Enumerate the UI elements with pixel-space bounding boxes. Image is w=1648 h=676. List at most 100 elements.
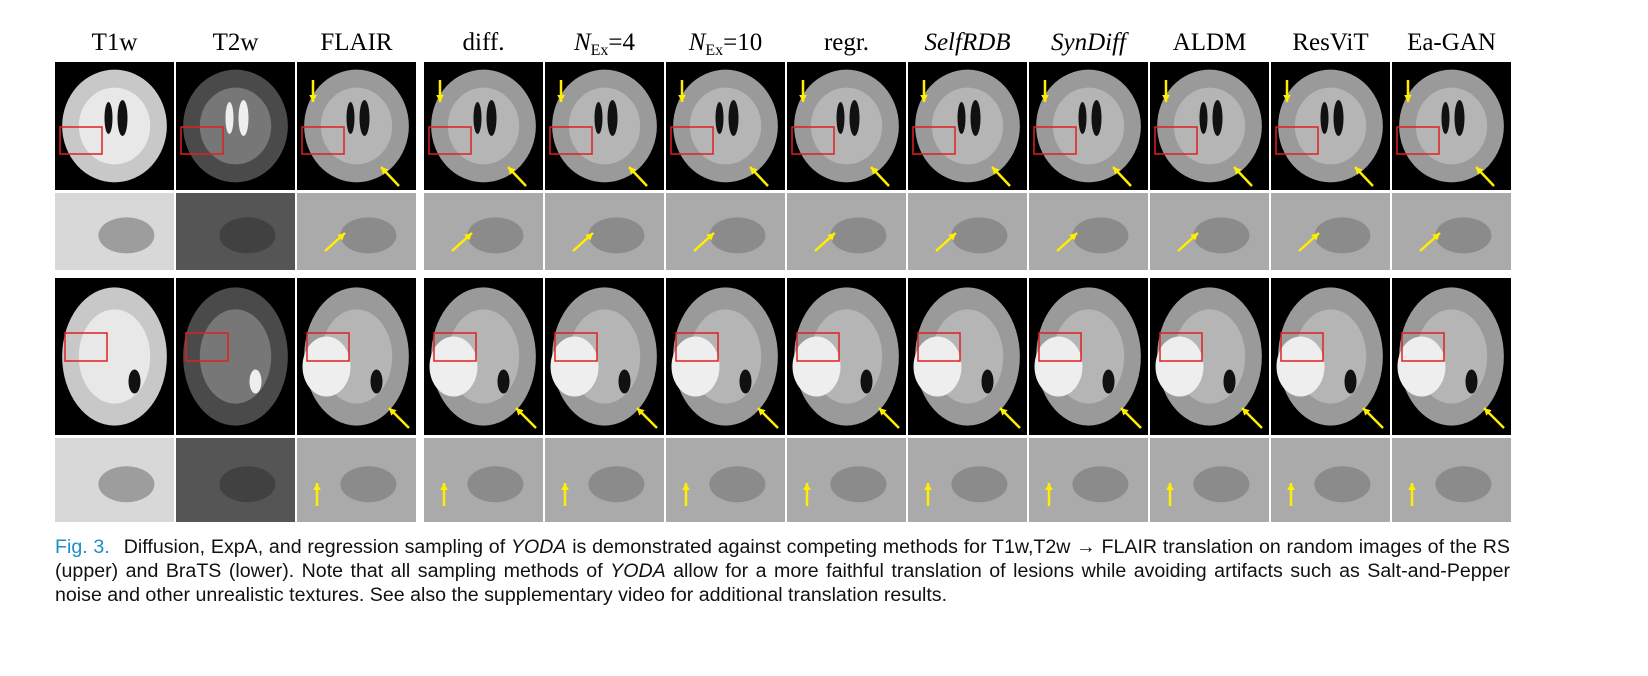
arrow-head <box>516 408 524 416</box>
image-panel <box>908 438 1027 522</box>
image-panel <box>1150 193 1269 270</box>
roi-box <box>1033 126 1077 155</box>
roi-box <box>1401 332 1445 362</box>
column-header: NEx=10 <box>688 29 763 59</box>
image-panel <box>787 438 906 522</box>
lesion <box>792 336 841 397</box>
arrow-head <box>1190 233 1198 241</box>
ventricle <box>1320 102 1329 134</box>
lesion <box>1397 336 1446 397</box>
zoom-texture <box>1072 466 1129 503</box>
zoom-texture <box>467 217 524 254</box>
ventricle <box>860 369 873 394</box>
roi-box <box>1275 126 1319 155</box>
image-panel <box>1271 193 1390 270</box>
brain-inner <box>78 87 151 165</box>
image-panel <box>787 62 906 190</box>
column-header: Ea-GAN <box>1407 29 1496 56</box>
roi-box <box>64 332 108 362</box>
roi-box <box>185 332 229 362</box>
zoom-texture <box>830 217 887 254</box>
ventricle <box>346 102 355 134</box>
column-header: diff. <box>463 29 505 56</box>
image-panel <box>666 278 785 435</box>
brain-inner <box>199 87 272 165</box>
roi-box <box>549 126 593 155</box>
arrow-head <box>1234 167 1242 175</box>
roi-box <box>554 332 598 362</box>
arrow-head <box>678 94 686 102</box>
lesion <box>1034 336 1083 397</box>
arrow-head <box>1476 167 1484 175</box>
arrow-head <box>1283 94 1291 102</box>
lesion <box>1276 336 1325 397</box>
zoom-texture <box>467 466 524 503</box>
brain-inner <box>689 87 762 165</box>
arrow-head <box>827 233 835 241</box>
ventricle <box>1223 369 1236 394</box>
roi-box <box>791 126 835 155</box>
ventricle <box>1441 102 1450 134</box>
arrow-head <box>313 483 321 491</box>
image-panel <box>666 62 785 190</box>
arrow-head <box>1432 233 1440 241</box>
figure: T1w T2w FLAIR diff. NEx=4 NEx=10 regr. SelfRDB S… <box>55 29 1511 522</box>
arrow-head <box>1113 167 1121 175</box>
zoom-texture <box>830 466 887 503</box>
arrow-head <box>585 233 593 241</box>
zoom-texture <box>1435 217 1492 254</box>
arrow-head <box>1121 408 1129 416</box>
brain-inner <box>447 87 520 165</box>
zoom-texture <box>588 466 645 503</box>
ventricle <box>1465 369 1478 394</box>
ventricle <box>715 102 724 134</box>
lesion <box>429 336 478 397</box>
ventricle <box>104 102 113 134</box>
arrow-head <box>381 167 389 175</box>
roi-box <box>59 126 103 155</box>
column-header: NEx=4 <box>573 29 636 59</box>
arrow-head <box>1041 94 1049 102</box>
arrow-head <box>750 167 758 175</box>
ventricle <box>728 100 739 136</box>
ventricle <box>359 100 370 136</box>
roi-box <box>433 332 477 362</box>
zoom-texture <box>340 466 397 503</box>
image-panel <box>1029 438 1148 522</box>
ventricle <box>739 369 752 394</box>
image-panel <box>545 62 664 190</box>
arrow-head <box>389 408 397 416</box>
arrow-head <box>803 483 811 491</box>
image-panel <box>424 193 543 270</box>
arrow-head <box>992 167 1000 175</box>
roi-box <box>301 126 345 155</box>
ventricle <box>1333 100 1344 136</box>
image-panel <box>1392 438 1511 522</box>
image-panel <box>666 193 785 270</box>
ventricle <box>1078 102 1087 134</box>
ventricle <box>370 369 383 394</box>
caption: Fig. 3. Diffusion, ExpA, and regression s… <box>55 535 1510 607</box>
arrow-head <box>557 94 565 102</box>
image-panel <box>908 278 1027 435</box>
brain-inner <box>320 87 393 165</box>
image-panel <box>1271 278 1390 435</box>
zoom-texture <box>709 217 766 254</box>
image-panel <box>55 438 174 522</box>
zoom-texture <box>219 466 276 503</box>
arrow-head <box>1069 233 1077 241</box>
image-panel <box>424 62 543 190</box>
arrow-head <box>1355 167 1363 175</box>
column-header: T2w <box>213 29 259 56</box>
arrow-head <box>1311 233 1319 241</box>
brain-inner <box>568 87 641 165</box>
roi-box <box>1280 332 1324 362</box>
column-header: T1w <box>92 29 138 56</box>
image-panel <box>55 278 174 435</box>
arrow-head <box>1404 94 1412 102</box>
roi-box <box>796 332 840 362</box>
column-header: FLAIR <box>320 29 393 56</box>
brain-inner <box>1052 87 1125 165</box>
ventricle <box>607 100 618 136</box>
